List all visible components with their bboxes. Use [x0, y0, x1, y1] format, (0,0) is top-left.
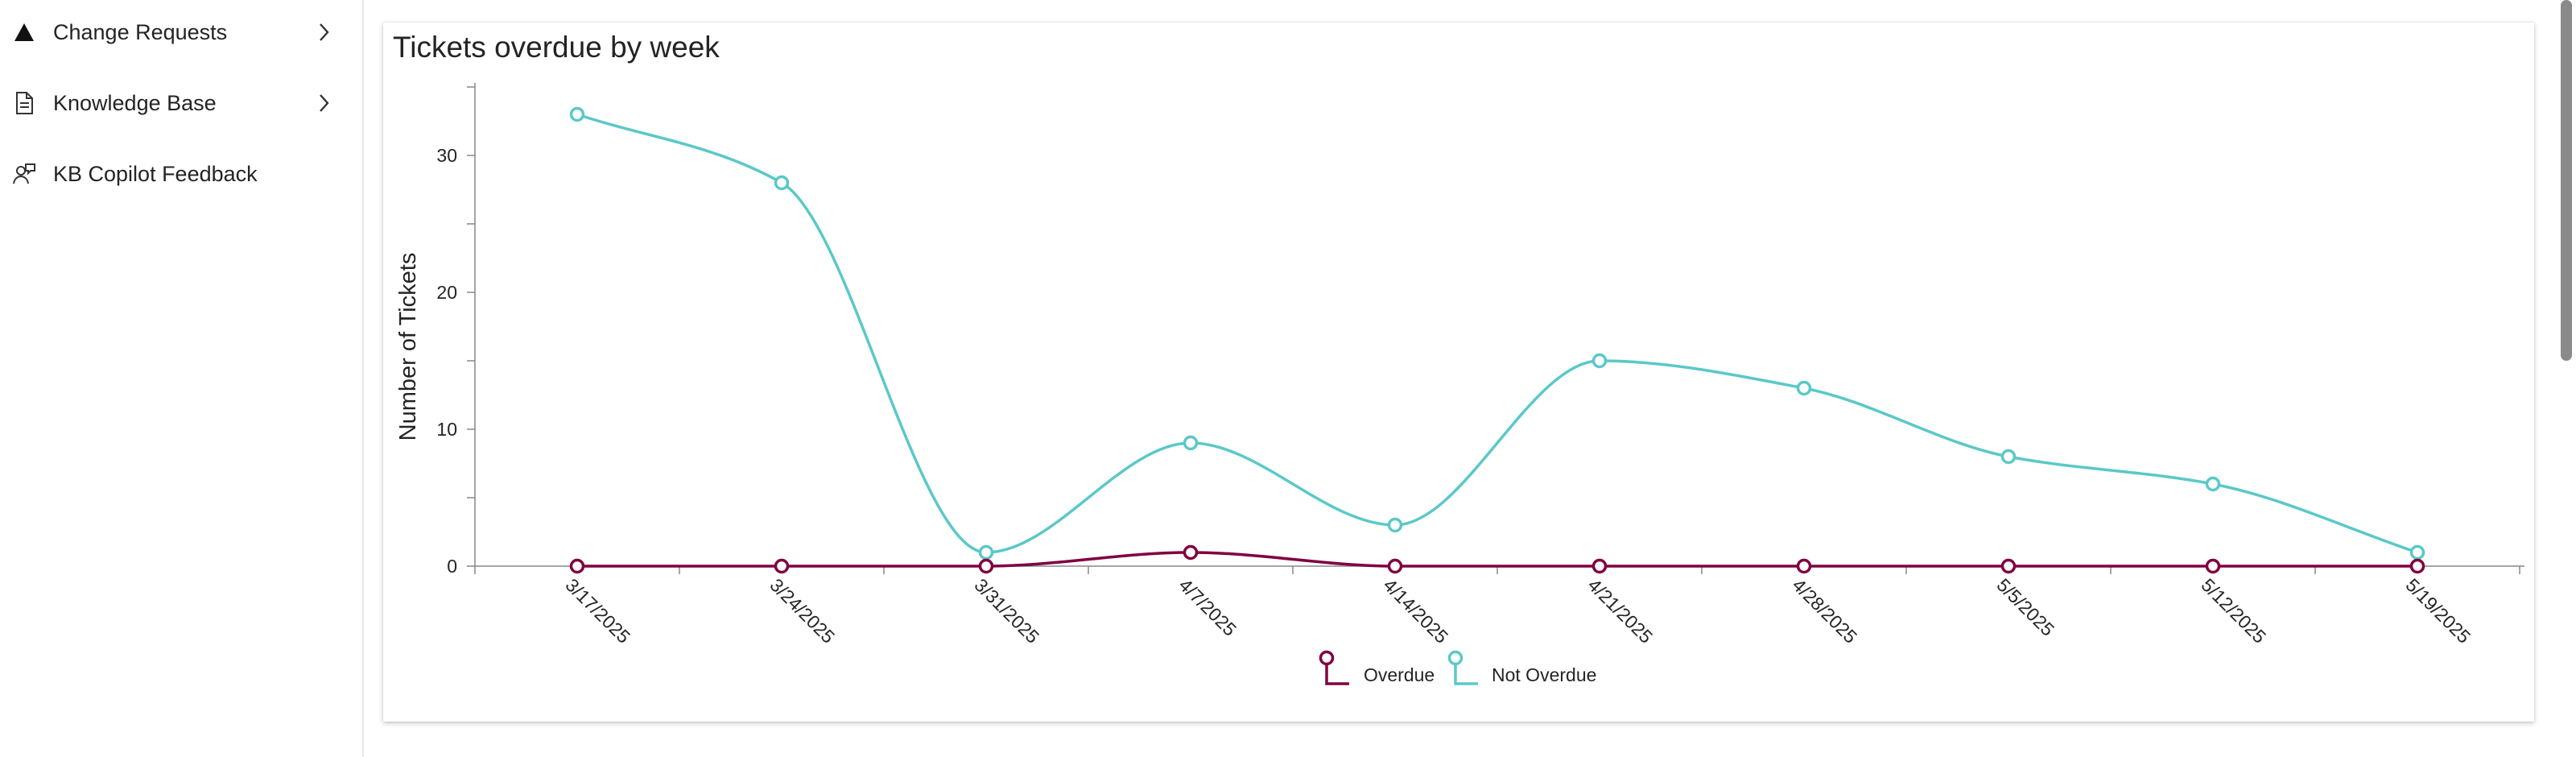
data-point-overdue [2000, 558, 2017, 574]
document-icon [11, 90, 37, 116]
legend-line-overdue [1325, 661, 1349, 685]
data-point-not-overdue [2409, 544, 2425, 561]
data-point-overdue [2409, 558, 2425, 574]
legend-line-not-overdue [1454, 661, 1478, 685]
sidebar-item-label: Change Requests [53, 19, 228, 44]
line-chart: 0 10 20 30 3/17/2025 3/24/2025 3/31/2025 4/7/20… [395, 83, 2524, 685]
legend-marker-not-overdue [1447, 650, 1463, 666]
data-point-overdue [569, 558, 585, 574]
data-point-not-overdue [2000, 449, 2017, 465]
data-point-not-overdue [978, 544, 994, 561]
data-point-not-overdue [1387, 517, 1403, 533]
sidebar-item-label: KB Copilot Feedback [53, 161, 258, 186]
legend-label-overdue: Overdue [1364, 664, 1435, 685]
data-point-overdue [1183, 544, 1199, 561]
y-axis-label: Number of Tickets [395, 253, 421, 441]
chevron-right-icon[interactable] [311, 19, 336, 45]
sidebar-item-knowledge-base[interactable]: Knowledge Base [0, 79, 362, 127]
x-tick-label: 5/12/2025 [2197, 574, 2270, 647]
data-point-not-overdue [1591, 353, 1608, 369]
x-tick-label: 3/24/2025 [766, 574, 839, 647]
x-tick-label: 5/5/2025 [1992, 574, 2058, 640]
data-point-overdue [2205, 558, 2221, 574]
legend-label-not-overdue: Not Overdue [1492, 664, 1596, 685]
sidebar-item-kb-copilot-feedback[interactable]: KB Copilot Feedback [0, 150, 362, 198]
x-tick-label: 4/14/2025 [1379, 574, 1452, 647]
x-tick-label: 5/19/2025 [2401, 574, 2475, 647]
data-point-overdue [1387, 558, 1403, 574]
x-tick-label: 3/17/2025 [561, 574, 634, 647]
y-tick-label: 30 [436, 145, 457, 166]
data-point-overdue [1796, 558, 1812, 574]
data-point-not-overdue [569, 106, 585, 122]
series-line-not-overdue [576, 113, 2418, 554]
x-tick-label: 3/31/2025 [970, 574, 1043, 647]
x-tick-label: 4/21/2025 [1583, 574, 1657, 647]
data-point-not-overdue [1183, 435, 1199, 451]
sidebar-item-change-requests[interactable]: Change Requests [0, 8, 362, 56]
legend-marker-overdue [1319, 650, 1335, 666]
chart-title: Tickets overdue by week [393, 31, 720, 64]
scrollbar-thumb[interactable] [2561, 0, 2572, 361]
sidebar-nav: Change Requests Knowledge Base KB Copilo… [0, 0, 364, 757]
y-tick-label: 0 [447, 556, 457, 577]
data-point-overdue [978, 558, 994, 574]
data-point-overdue [1591, 558, 1608, 574]
x-tick-label: 4/7/2025 [1174, 574, 1241, 640]
triangle-icon [11, 19, 37, 45]
data-point-not-overdue [1796, 380, 1812, 396]
x-tick-label: 4/28/2025 [1788, 574, 1861, 647]
y-tick-label: 20 [436, 282, 457, 303]
chevron-right-icon[interactable] [311, 90, 336, 116]
series-line-overdue [576, 551, 2417, 568]
feedback-person-icon [11, 161, 37, 187]
y-tick-label: 10 [436, 419, 457, 440]
sidebar-item-label: Knowledge Base [53, 90, 217, 115]
chart-card: Tickets overdue by week 0 10 20 30 3/17/2025… [383, 23, 2534, 722]
data-point-overdue [774, 558, 790, 574]
data-point-not-overdue [2205, 476, 2221, 492]
data-point-not-overdue [774, 175, 790, 191]
